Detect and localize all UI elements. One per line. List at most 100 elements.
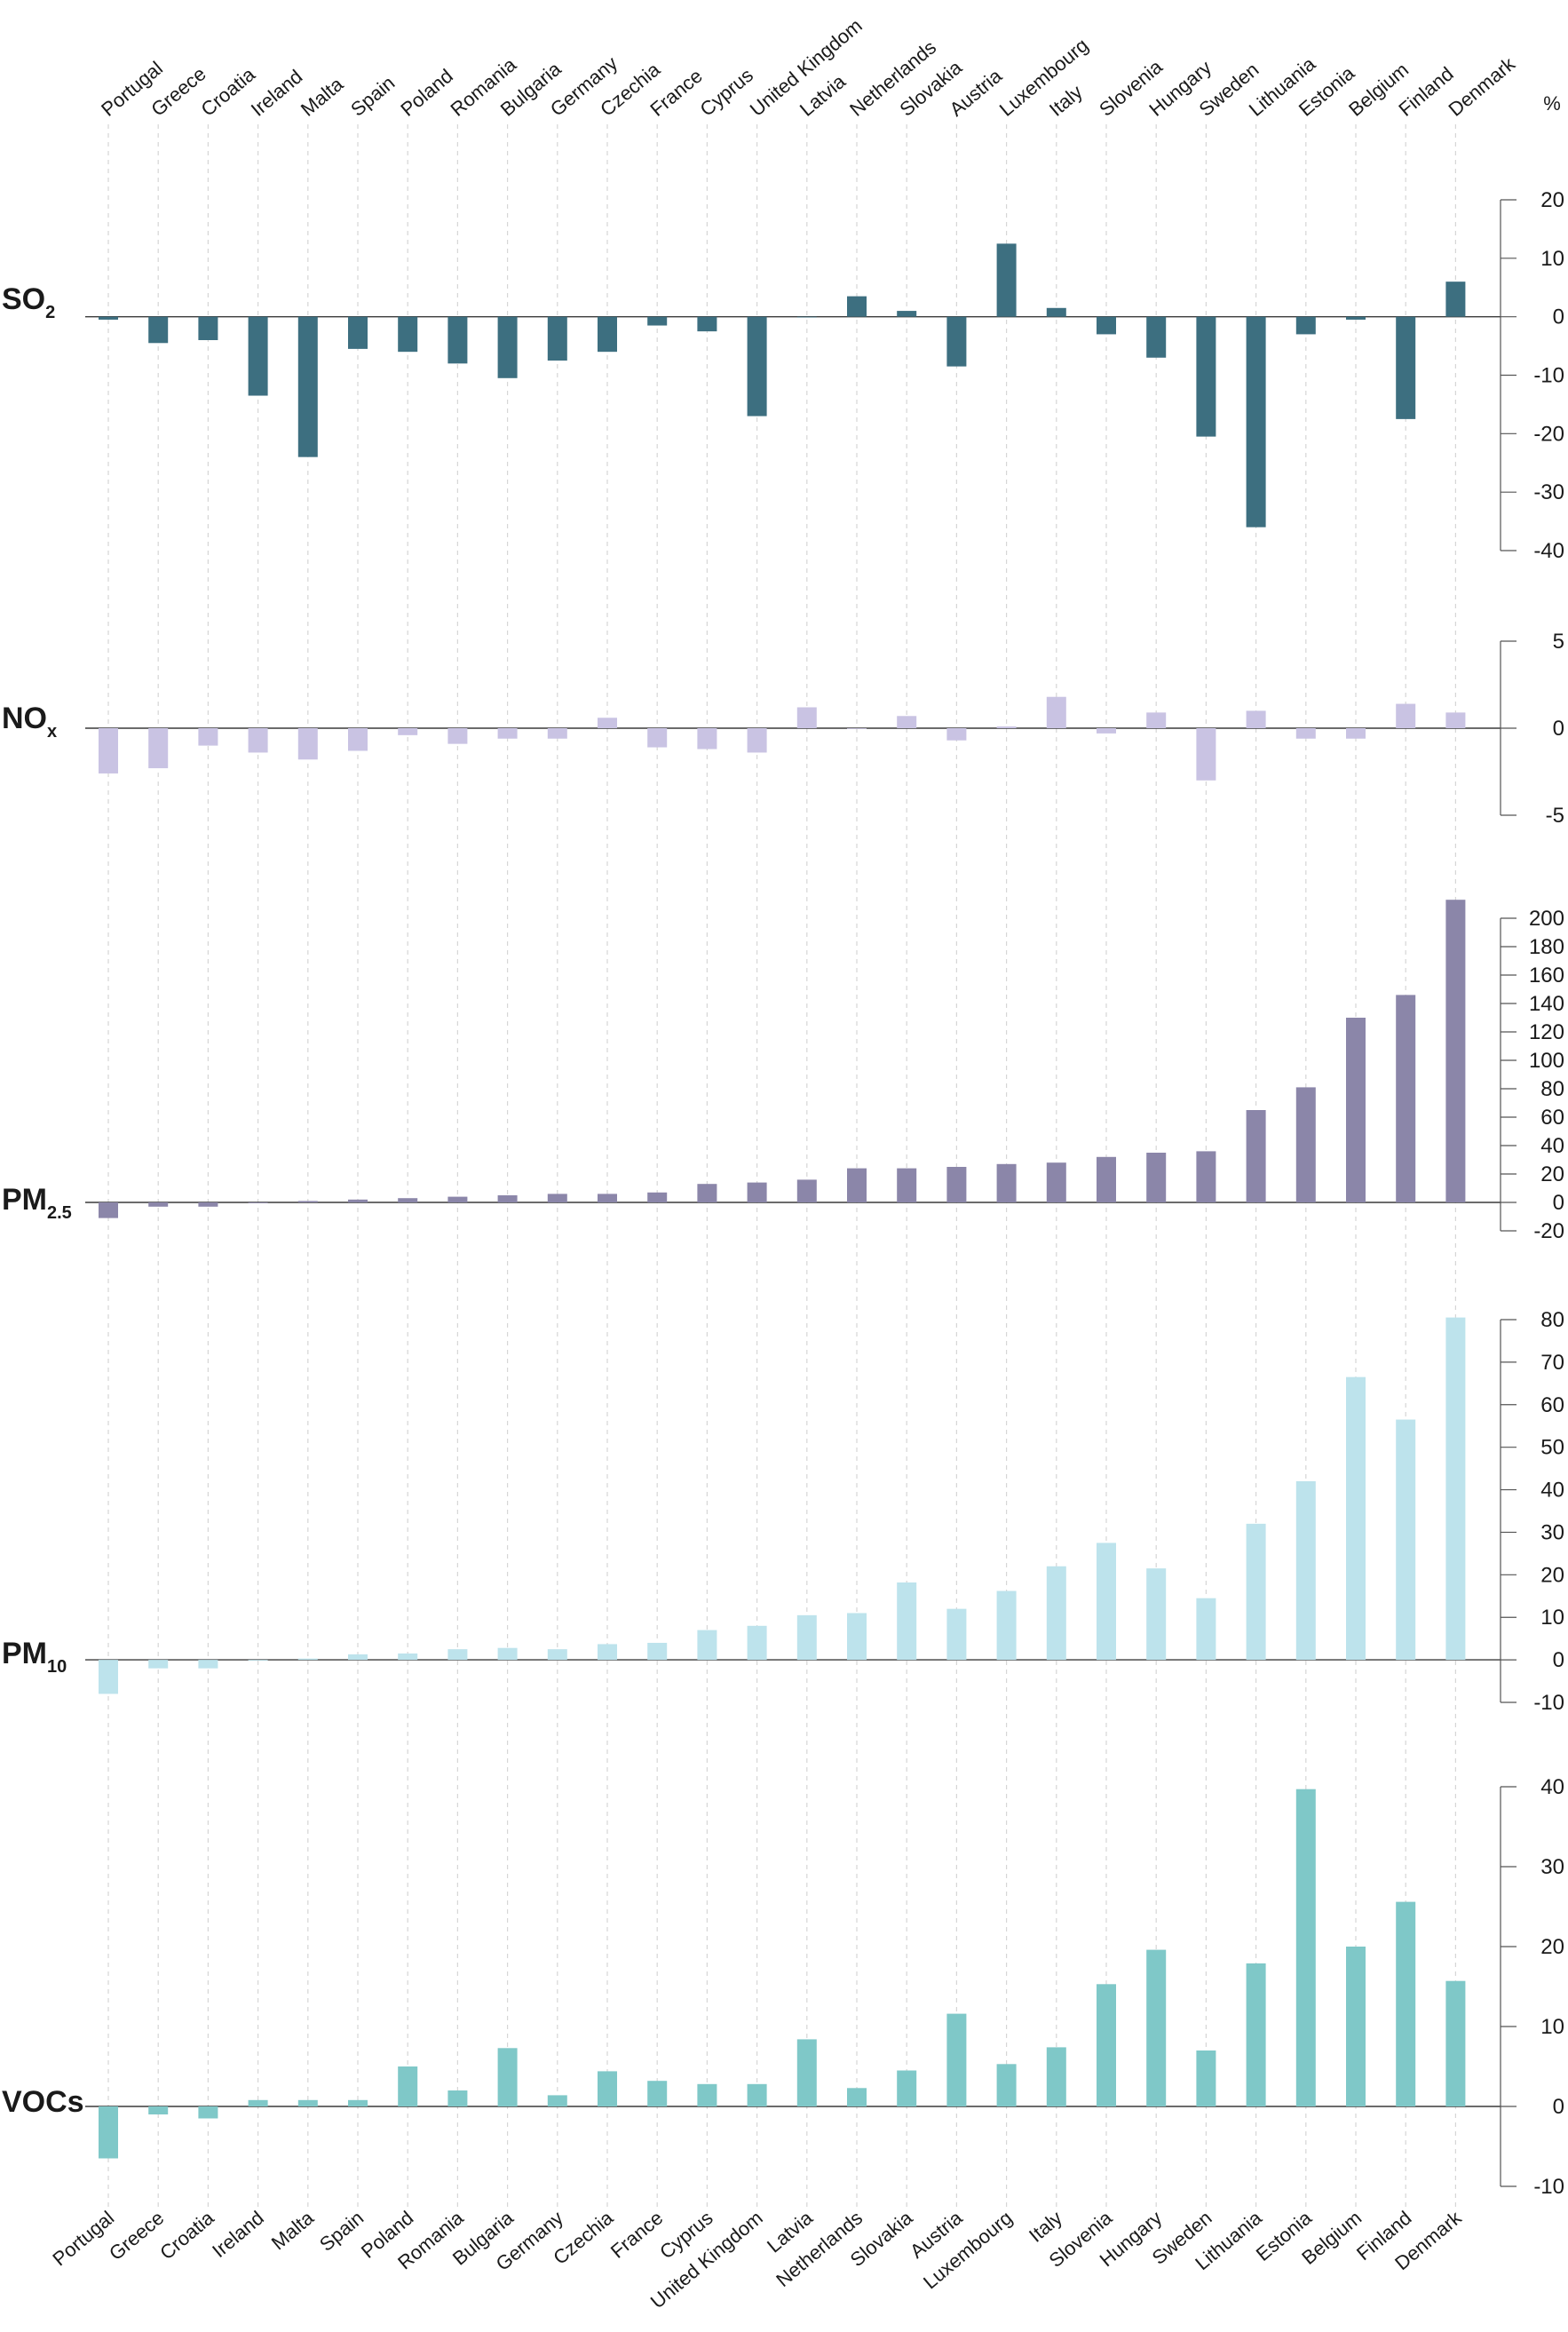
bar-estonia (1295, 1480, 1316, 1661)
bar-finland (1396, 1419, 1416, 1661)
bar-greece (148, 728, 169, 769)
bar-greece (148, 316, 169, 344)
bar-poland (398, 2066, 418, 2106)
bar-czechia (598, 2071, 617, 2106)
y-tick-label: 5 (1553, 630, 1564, 654)
bar-slovakia (897, 716, 917, 728)
bar-estonia (1295, 728, 1316, 739)
y-tick-label: 30 (1540, 1855, 1564, 1879)
bar-spain (348, 1654, 368, 1661)
bar-luxembourg (996, 726, 1017, 728)
bar-latvia (796, 1614, 817, 1661)
bar-lithuania (1246, 1110, 1266, 1202)
bar-united-kingdom (747, 1625, 767, 1661)
bar-poland (398, 728, 418, 735)
bar-poland (398, 1653, 418, 1661)
y-tick-label: 50 (1540, 1436, 1564, 1460)
y-tick-label: -20 (1533, 422, 1564, 446)
bar-spain (348, 316, 368, 349)
top-label: Denmark (1445, 52, 1520, 121)
bar-malta (297, 728, 318, 760)
top-country-labels: PortugalGreeceCroatiaIrelandMaltaSpainPo… (97, 14, 1520, 121)
bar-finland (1396, 995, 1416, 1202)
bar-belgium (1346, 1018, 1366, 1202)
bar-romania (447, 1649, 468, 1661)
bar-italy (1046, 1566, 1066, 1661)
bar-ireland (248, 1660, 268, 1661)
y-tick-label: -10 (1533, 2175, 1564, 2199)
bar-czechia (598, 1644, 617, 1661)
bar-latvia (796, 707, 817, 728)
panels: SO220100-10-20-30-40NOx50-5PM2.520018016… (2, 188, 1564, 2199)
bar-luxembourg (996, 2064, 1017, 2106)
bar-france (647, 1192, 668, 1202)
bar-finland (1396, 316, 1416, 419)
bar-spain (348, 1199, 368, 1202)
bar-cyprus (697, 316, 717, 332)
bar-netherlands (847, 2088, 867, 2106)
bar-hungary (1146, 316, 1167, 358)
y-tick-label: 200 (1529, 907, 1564, 931)
bar-croatia (198, 2106, 218, 2119)
bar-lithuania (1246, 710, 1266, 728)
y-tick-label: 40 (1540, 1134, 1564, 1158)
y-tick-label: 70 (1540, 1351, 1564, 1375)
bar-slovakia (897, 1168, 917, 1202)
bar-united-kingdom (747, 728, 767, 753)
y-tick-label: 20 (1540, 1162, 1564, 1186)
bar-cyprus (697, 2083, 717, 2106)
bar-germany (547, 1649, 567, 1661)
bar-portugal (99, 728, 118, 773)
bar-france (647, 1642, 668, 1661)
bottom-label: Malta (267, 2206, 319, 2254)
bar-romania (447, 1196, 468, 1202)
y-tick-label: 0 (1553, 2095, 1564, 2119)
y-tick-label: -5 (1546, 804, 1564, 828)
bar-greece (148, 1660, 169, 1669)
top-label: Poland (396, 65, 457, 121)
bar-luxembourg (996, 1163, 1017, 1202)
top-label: Luxembourg (995, 34, 1093, 121)
bar-slovakia (897, 311, 917, 317)
bar-netherlands (847, 728, 867, 729)
bar-romania (447, 2090, 468, 2106)
bar-poland (398, 1198, 418, 1202)
y-tick-label: 40 (1540, 1775, 1564, 1799)
bar-spain (348, 2099, 368, 2106)
bar-netherlands (847, 1168, 867, 1202)
bar-slovenia (1097, 1984, 1116, 2106)
bar-bulgaria (497, 2048, 518, 2106)
bar-denmark (1445, 282, 1466, 317)
bar-malta (297, 2099, 318, 2106)
bar-hungary (1146, 712, 1167, 728)
bar-italy (1046, 307, 1066, 317)
bar-denmark (1445, 712, 1466, 728)
bar-spain (348, 728, 368, 751)
y-tick-label: 60 (1540, 1393, 1564, 1417)
bar-austria (946, 2013, 967, 2106)
top-label: Italy (1045, 81, 1087, 121)
bar-sweden (1196, 1151, 1216, 1202)
y-tick-label: 0 (1553, 305, 1564, 329)
bar-slovenia (1097, 728, 1116, 734)
bar-czechia (598, 718, 617, 728)
bar-belgium (1346, 1947, 1366, 2106)
bar-ireland (248, 1202, 268, 1203)
bar-belgium (1346, 1376, 1366, 1661)
bar-portugal (99, 316, 118, 320)
bar-estonia (1295, 316, 1316, 335)
bar-malta (297, 1201, 318, 1202)
y-tick-label: -10 (1533, 1691, 1564, 1715)
bar-france (647, 316, 668, 326)
bar-croatia (198, 316, 218, 340)
bar-cyprus (697, 1630, 717, 1661)
unit-label: % (1543, 92, 1561, 115)
bar-estonia (1295, 1087, 1316, 1202)
bar-germany (547, 2095, 567, 2106)
bottom-label: France (606, 2207, 668, 2263)
bar-austria (946, 1167, 967, 1202)
y-tick-label: 30 (1540, 1520, 1564, 1544)
bar-italy (1046, 696, 1066, 728)
y-tick-label: -30 (1533, 480, 1564, 504)
bar-finland (1396, 703, 1416, 728)
